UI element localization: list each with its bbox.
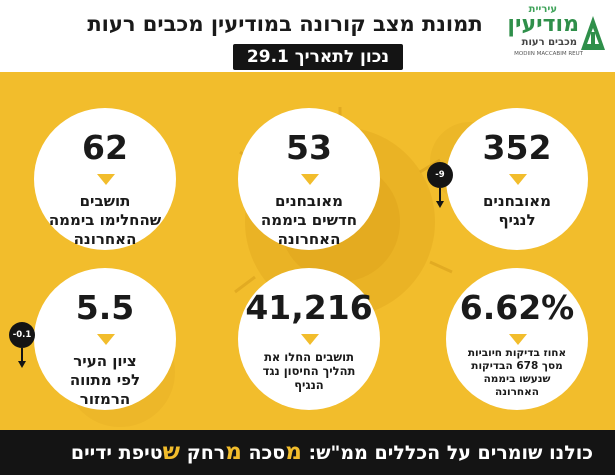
stat-label: מאובחנים חדשים ביממה האחרונה bbox=[260, 192, 358, 248]
pointer-arrow-icon bbox=[509, 334, 527, 345]
down-arrow-icon bbox=[21, 348, 23, 362]
down-arrow-tip-icon bbox=[18, 361, 26, 368]
logo-english-text: MODIIN MACCABIM REUT bbox=[514, 51, 583, 57]
footer-mask-initial: מ bbox=[285, 439, 302, 465]
pointer-arrow-icon bbox=[301, 334, 319, 345]
stat-label: ציון העיר לפי מתווה הרמזור bbox=[69, 352, 141, 408]
page-title: תמונת מצב קורונה במודיעין מכבים רעות bbox=[87, 12, 483, 36]
footer-prefix: כולנו שומרים על הכללים bbox=[374, 442, 593, 464]
stat-vaccinated: 41,216 תושבים החלו את תהליך החיסון נגד ה… bbox=[238, 268, 380, 410]
pointer-arrow-icon bbox=[301, 174, 319, 185]
stat-city-score: 5.5 ציון העיר לפי מתווה הרמזור bbox=[34, 268, 176, 410]
stat-value: 6.62% bbox=[459, 288, 575, 327]
stat-label: אחוז בדיקות חיוביות מסך 678 הבדיקות שנעש… bbox=[467, 347, 567, 398]
footer-hygiene-rest: טיפת ידיים bbox=[70, 442, 163, 464]
logo-emblem-icon bbox=[581, 16, 605, 50]
down-arrow-icon bbox=[439, 188, 441, 202]
footer-banner: כולנו שומרים על הכללים ממ"ש: מסכה מרחק ש… bbox=[0, 430, 615, 475]
municipality-logo: עיריית מודיעין מכבים רעות MODIIN MACCABI… bbox=[503, 4, 607, 62]
stat-value: 41,216 bbox=[245, 288, 373, 327]
logo-small-text: עיריית bbox=[528, 4, 557, 15]
stat-recovered: 62 תושבים שהחלימו ביממה האחרונה bbox=[34, 108, 176, 250]
header: תמונת מצב קורונה במודיעין מכבים רעות נכו… bbox=[0, 0, 615, 72]
down-arrow-tip-icon bbox=[436, 201, 444, 208]
stat-label: תושבים שהחלימו ביממה האחרונה bbox=[48, 192, 162, 248]
stat-verified-patients: 352 מאובחנים לנגיף bbox=[446, 108, 588, 250]
footer-distance-rest: רחק bbox=[186, 442, 226, 464]
stat-value: 352 bbox=[482, 128, 552, 167]
date-badge: נכון לתאריך 29.1 bbox=[233, 44, 403, 70]
stat-value: 5.5 bbox=[75, 288, 135, 327]
stat-new-verified: 53 מאובחנים חדשים ביממה האחרונה bbox=[238, 108, 380, 250]
delta-badge-verified: -9 bbox=[427, 162, 453, 188]
logo-main-text: מודיעין bbox=[507, 12, 579, 37]
stat-label: מאובחנים לנגיף bbox=[482, 192, 552, 229]
footer-distance-initial: מ bbox=[225, 439, 242, 465]
footer-mamash: ממ"ש: bbox=[308, 442, 368, 464]
logo-sub-text: מכבים רעות bbox=[521, 37, 577, 48]
stat-value: 62 bbox=[82, 128, 128, 167]
footer-hygiene-initial: ש bbox=[162, 439, 181, 465]
pointer-arrow-icon bbox=[509, 174, 527, 185]
footer-mask-rest: סכה bbox=[248, 442, 286, 464]
stat-label: תושבים החלו את תהליך החיסון נגד הנגיף bbox=[262, 350, 356, 392]
pointer-arrow-icon bbox=[97, 334, 115, 345]
delta-badge-city-score: -0.1 bbox=[9, 322, 35, 348]
stat-positive-rate: 6.62% אחוז בדיקות חיוביות מסך 678 הבדיקו… bbox=[446, 268, 588, 410]
stat-value: 53 bbox=[286, 128, 332, 167]
stats-panel: 352 מאובחנים לנגיף 53 מאובחנים חדשים בימ… bbox=[0, 72, 615, 430]
pointer-arrow-icon bbox=[97, 174, 115, 185]
